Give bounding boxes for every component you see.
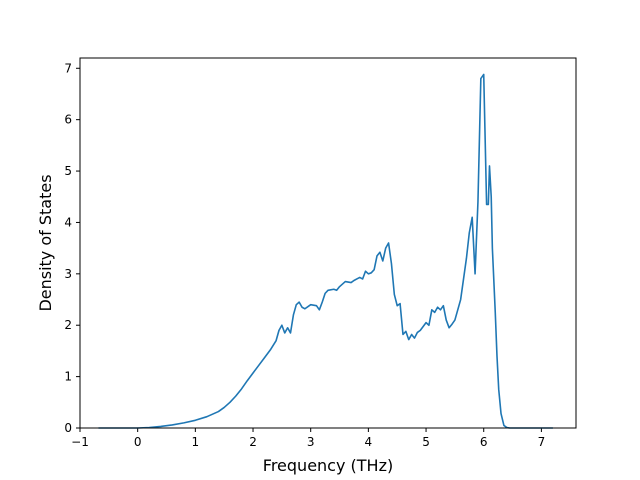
x-tick-label: 1: [192, 435, 200, 449]
x-tick-label: 5: [422, 435, 430, 449]
y-tick-label: 7: [64, 61, 72, 75]
x-axis-ticks: −1 0 1 2 3 4 5 6 7: [71, 428, 545, 449]
plot-frame: [79, 57, 577, 429]
y-axis-label: Density of States: [36, 174, 55, 311]
dos-series-line: [98, 73, 553, 429]
x-tick-label: 6: [480, 435, 488, 449]
y-tick-label: 5: [64, 164, 72, 178]
y-tick-label: 6: [64, 113, 72, 127]
x-tick-label: 2: [249, 435, 257, 449]
x-tick-label: 7: [538, 435, 546, 449]
y-tick-label: 4: [64, 215, 72, 229]
x-tick-label: −1: [71, 435, 89, 449]
x-tick-label: 4: [365, 435, 373, 449]
x-axis-label: Frequency (THz): [263, 456, 393, 475]
x-tick-label: 3: [307, 435, 315, 449]
x-tick-label: 0: [134, 435, 142, 449]
y-axis-ticks: 0 1 2 3 4 5 6 7: [64, 61, 80, 435]
y-tick-label: 1: [64, 370, 72, 384]
y-tick-label: 2: [64, 318, 72, 332]
y-tick-label: 0: [64, 421, 72, 435]
plot-area: [80, 58, 576, 428]
y-tick-label: 3: [64, 267, 72, 281]
